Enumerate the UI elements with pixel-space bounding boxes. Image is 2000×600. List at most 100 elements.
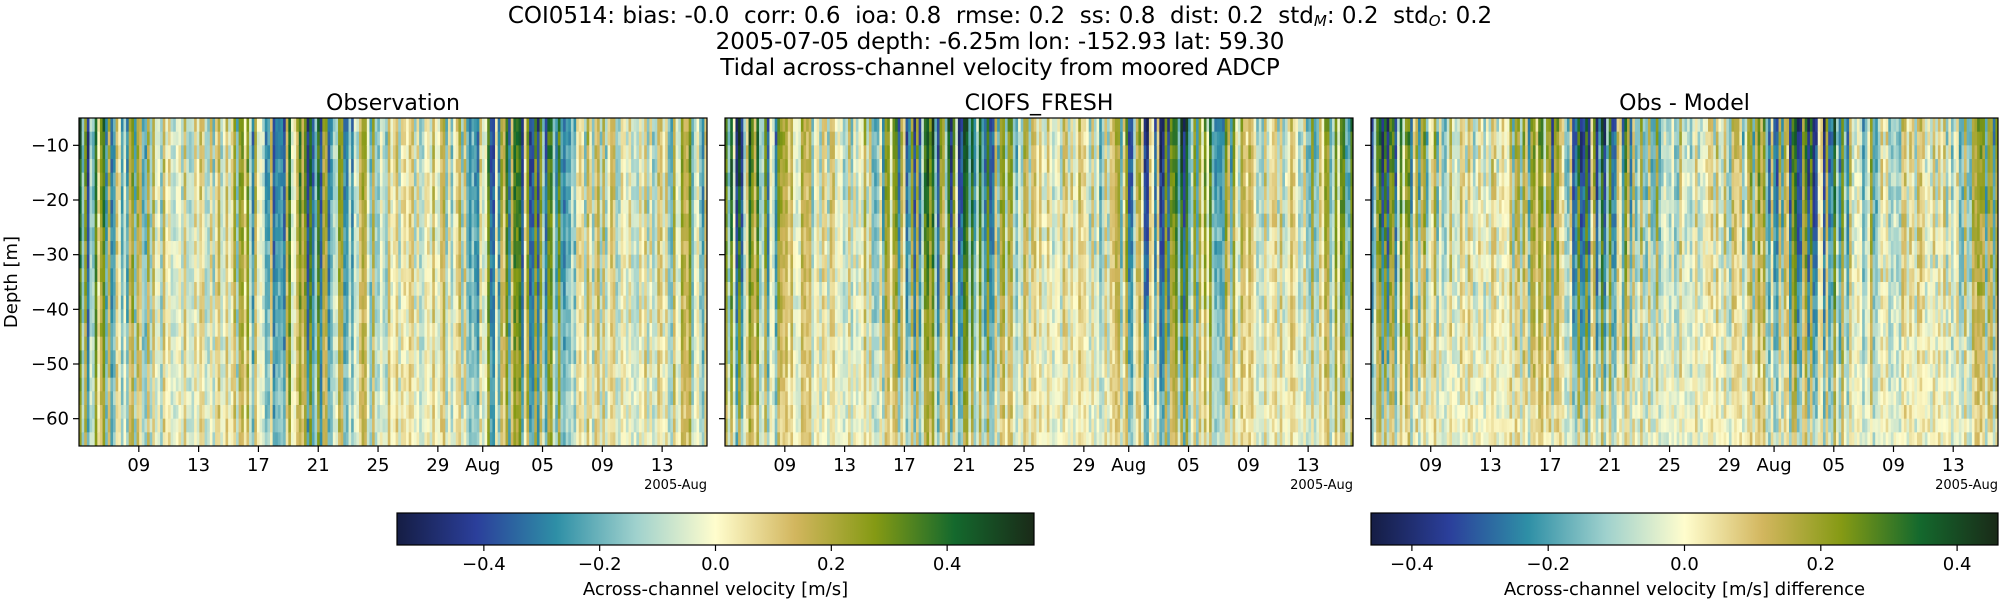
heatmap-cell — [293, 405, 297, 420]
heatmap-cell — [450, 418, 454, 433]
heatmap-cell — [584, 377, 588, 392]
heatmap-cell — [463, 268, 467, 283]
heatmap-cell — [301, 323, 305, 338]
heatmap-cell — [309, 364, 313, 379]
heatmap-cell — [222, 364, 227, 379]
heatmap-cell — [133, 172, 138, 187]
heatmap-cell — [565, 377, 569, 392]
heatmap-cell — [581, 364, 585, 379]
heatmap-cell — [557, 172, 562, 187]
heatmap-cell — [379, 268, 384, 283]
heatmap-cell — [570, 186, 575, 201]
heatmap-cell — [523, 391, 528, 406]
heatmap-cell — [236, 364, 240, 379]
heatmap-cell — [379, 172, 384, 187]
heatmap-cell — [429, 118, 433, 133]
heatmap-cell — [243, 432, 248, 446]
heatmap-cell — [434, 364, 439, 379]
heatmap-cell — [552, 268, 556, 283]
heatmap-cell — [123, 145, 127, 160]
heatmap-cell — [311, 159, 316, 174]
heatmap-cell — [201, 282, 206, 297]
heatmap-cell — [99, 268, 104, 283]
heatmap-cell — [411, 159, 415, 174]
heatmap-cell — [162, 364, 166, 379]
heatmap-cell — [508, 405, 512, 420]
heatmap-cell — [610, 391, 614, 406]
heatmap-cell — [256, 186, 261, 201]
heatmap-cell — [356, 309, 360, 324]
heatmap-cell — [573, 323, 577, 338]
heatmap-cell — [591, 200, 596, 215]
heatmap-cell — [186, 241, 190, 256]
heatmap-cell — [398, 418, 402, 433]
heatmap-cell — [393, 213, 397, 228]
heatmap-cell — [406, 145, 410, 160]
heatmap-cell — [557, 254, 562, 269]
heatmap-cell — [233, 227, 237, 242]
heatmap-cell — [427, 309, 431, 324]
heatmap-cell — [319, 268, 323, 283]
heatmap-cell — [259, 309, 263, 324]
heatmap-cell — [536, 241, 541, 256]
heatmap-cell — [353, 405, 357, 420]
heatmap-cell — [366, 241, 371, 256]
heatmap-cell — [560, 323, 564, 338]
heatmap-cell — [581, 241, 585, 256]
heatmap-cell — [249, 377, 253, 392]
heatmap-cell — [290, 282, 295, 297]
heatmap-cell — [217, 282, 221, 297]
heatmap-cell — [382, 227, 386, 242]
heatmap-cell — [476, 159, 480, 174]
heatmap-cell — [259, 159, 263, 174]
heatmap-cell — [513, 391, 517, 406]
heatmap-cell — [400, 118, 405, 133]
heatmap-cell — [173, 418, 177, 433]
heatmap-cell — [167, 405, 172, 420]
heatmap-cell — [167, 118, 172, 133]
heatmap-cell — [531, 295, 535, 310]
heatmap-cell — [437, 432, 441, 446]
heatmap-cell — [222, 145, 227, 160]
heatmap-cell — [92, 377, 96, 392]
heatmap-cell — [335, 145, 339, 160]
heatmap-cell — [264, 364, 268, 379]
heatmap-cell — [382, 309, 386, 324]
heatmap-cell — [262, 405, 266, 420]
heatmap-cell — [317, 377, 321, 392]
heatmap-cell — [542, 391, 546, 406]
heatmap-cell — [424, 254, 428, 269]
heatmap-cell — [466, 213, 470, 228]
heatmap-cell — [550, 350, 554, 365]
heatmap-cell — [442, 336, 446, 351]
heatmap-cell — [94, 336, 98, 351]
heatmap-cell — [102, 309, 106, 324]
heatmap-cell — [194, 131, 198, 146]
heatmap-cell — [534, 418, 538, 433]
heatmap-cell — [421, 186, 425, 201]
heatmap-cell — [555, 118, 559, 133]
heatmap-cell — [141, 323, 146, 338]
heatmap-cell — [461, 295, 465, 310]
heatmap-cell — [94, 323, 98, 338]
heatmap-cell — [147, 200, 151, 215]
heatmap-cell — [589, 268, 593, 283]
heatmap-cell — [327, 172, 331, 187]
heatmap-cell — [319, 227, 323, 242]
heatmap-cell — [366, 418, 371, 433]
heatmap-cell — [471, 118, 475, 133]
heatmap-cell — [539, 364, 543, 379]
heatmap-cell — [330, 418, 334, 433]
heatmap-cell — [118, 336, 122, 351]
heatmap-cell — [557, 268, 562, 283]
heatmap-cell — [167, 432, 172, 446]
heatmap-cell — [204, 159, 208, 174]
heatmap-cell — [539, 213, 543, 228]
heatmap-cell — [427, 268, 431, 283]
heatmap-cell — [207, 418, 211, 433]
heatmap-cell — [107, 118, 111, 133]
heatmap-cell — [194, 200, 198, 215]
heatmap-cell — [314, 391, 318, 406]
heatmap-cell — [434, 268, 439, 283]
heatmap-cell — [604, 145, 609, 160]
